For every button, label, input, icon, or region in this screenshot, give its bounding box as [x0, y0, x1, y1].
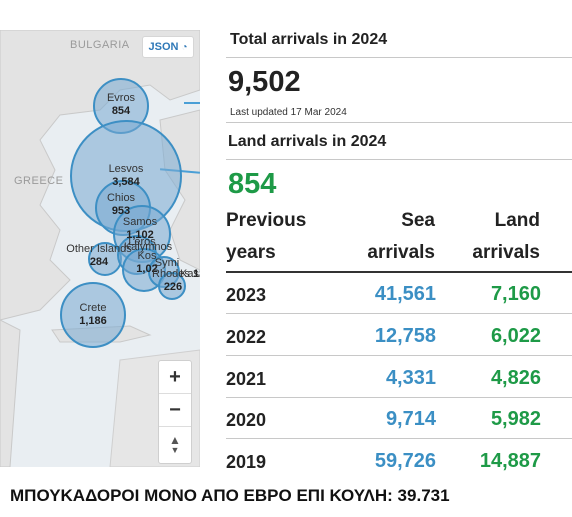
land-arrivals-title: Land arrivals in 2024 — [228, 133, 387, 150]
bubble-label-rhodes: Rhodes 127 — [152, 268, 200, 280]
bubble-label-lesvos: Lesvos 3,584 — [108, 163, 144, 188]
cell-year: 2023 — [226, 285, 267, 305]
divider — [226, 57, 572, 58]
bubble-label-symi: Symi — [154, 257, 180, 269]
cell-land: 7,160 — [490, 283, 541, 305]
bubble-label-kalymnos: Kalymnos — [123, 241, 173, 253]
map-bubble-226[interactable] — [158, 272, 186, 300]
table-header-divider — [226, 271, 572, 273]
cell-land: 14,887 — [479, 450, 541, 472]
cell-year: 2021 — [226, 369, 267, 389]
cell-year: 2020 — [226, 410, 267, 430]
cell-land: 6,022 — [490, 325, 541, 347]
total-arrivals-value: 9,502 — [228, 66, 301, 98]
cell-sea: 41,561 — [374, 283, 436, 305]
divider — [226, 355, 572, 356]
total-arrivals-title: Total arrivals in 2024 — [230, 31, 388, 48]
header-sea-arrivals: Sea arrivals — [367, 210, 435, 263]
bubble-label-other-islands: Other Islands 284 — [66, 243, 132, 268]
zoom-out-button[interactable]: − — [159, 394, 191, 427]
arrival-arrow — [184, 102, 200, 104]
footer-caption: ΜΠΟΥΚΑΔΟΡΟΙ ΜΟΝΟ ΑΠΟ ΕΒΡΟ ΕΠΙ ΚΟΥΛΗ: 39.… — [10, 486, 450, 505]
bubble-label-kasa: Kasa — [180, 268, 200, 280]
bubble-label-226: 226 — [163, 281, 183, 293]
bubble-label-leros: Leros — [128, 236, 156, 248]
compass-south-icon: ▼ — [170, 445, 180, 455]
zoom-control: + − ▲ ▼ — [158, 360, 192, 464]
country-label-greece: GREECE — [14, 175, 64, 187]
cell-land: 5,982 — [490, 408, 541, 430]
divider — [226, 313, 572, 314]
bubble-label-evros: Evros 854 — [106, 92, 136, 117]
reset-north-button[interactable]: ▲ ▼ — [159, 427, 191, 463]
cell-sea: 12,758 — [374, 325, 436, 347]
map-bubble-crete[interactable] — [60, 282, 126, 348]
header-land-arrivals: Land arrivals — [472, 210, 540, 263]
bubble-label-crete: Crete 1,186 — [79, 302, 107, 327]
bubble-label-chios: Chios 953 — [106, 192, 136, 217]
country-label-bulgaria: BULGARIA — [70, 39, 130, 51]
cell-year: 2022 — [226, 327, 267, 347]
rss-icon: ◔ — [181, 41, 188, 53]
compass-icon: ▲ — [169, 433, 181, 447]
divider — [226, 438, 572, 439]
cell-sea: 4,331 — [385, 367, 436, 389]
last-updated: Last updated 17 Mar 2024 — [230, 107, 347, 118]
cell-sea: 9,714 — [385, 408, 436, 430]
land-arrivals-value: 854 — [228, 168, 277, 200]
cell-sea: 59,726 — [374, 450, 436, 472]
map-bubble-other-islands[interactable] — [88, 242, 122, 276]
zoom-in-button[interactable]: + — [159, 361, 191, 394]
divider — [226, 397, 572, 398]
header-previous-years: Previous years — [226, 210, 307, 263]
json-button[interactable]: JSON ◔ — [142, 36, 194, 58]
divider — [226, 122, 572, 123]
json-button-label: JSON — [148, 41, 179, 53]
divider — [226, 159, 572, 160]
bubble-label-kos: Kos 1,02 — [136, 250, 158, 275]
cell-year: 2019 — [226, 452, 267, 472]
bubble-label-samos: Samos 1,102 — [122, 216, 158, 241]
arrivals-map[interactable]: BULGARIA GREECE JSON ◔ Evros 854 Lesvos 3,… — [0, 30, 200, 467]
cell-land: 4,826 — [490, 367, 541, 389]
